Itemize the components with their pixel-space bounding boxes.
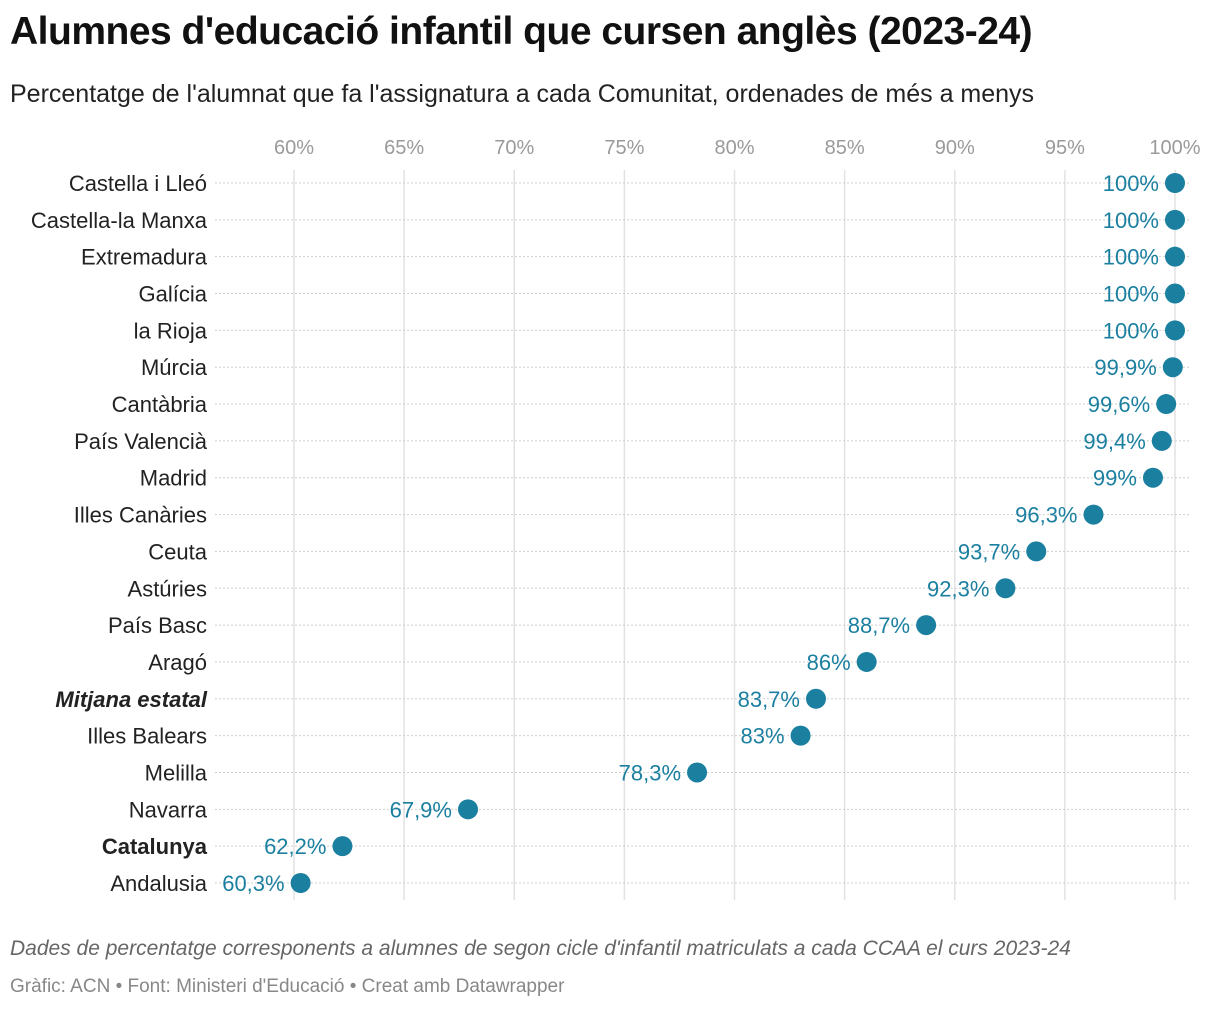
value-label: 62,2% — [264, 834, 326, 859]
value-label: 60,3% — [222, 871, 284, 896]
value-label: 93,7% — [958, 539, 1020, 564]
category-label: País Valencià — [74, 429, 208, 454]
category-label: Múrcia — [141, 355, 208, 380]
category-label: Andalusia — [110, 871, 207, 896]
category-label: Navarra — [129, 797, 208, 822]
data-point — [1162, 357, 1183, 378]
x-tick-label: 75% — [604, 137, 644, 159]
value-label: 88,7% — [848, 613, 910, 638]
value-label: 100% — [1103, 208, 1159, 233]
data-point — [1165, 320, 1185, 341]
category-label: País Basc — [108, 613, 207, 638]
value-label: 86% — [807, 650, 851, 675]
value-label: 96,3% — [1015, 503, 1077, 528]
category-label: Illes Canàries — [74, 503, 207, 528]
value-label: 100% — [1103, 245, 1159, 270]
data-point — [995, 578, 1016, 599]
data-point — [1083, 504, 1104, 525]
category-label: Ceuta — [148, 539, 207, 564]
data-point — [790, 725, 811, 746]
data-point — [856, 651, 877, 672]
data-point — [1165, 246, 1185, 267]
data-point — [1151, 430, 1172, 451]
category-label: Cantàbria — [112, 392, 208, 417]
category-label: Castella-la Manxa — [31, 208, 208, 233]
value-label: 100% — [1103, 318, 1159, 343]
data-point — [805, 688, 826, 709]
data-point — [916, 615, 937, 636]
x-tick-label: 100% — [1149, 137, 1200, 159]
x-tick-label: 65% — [384, 137, 424, 159]
x-tick-label: 95% — [1045, 137, 1085, 159]
x-tick-label: 90% — [935, 137, 975, 159]
category-label: la Rioja — [134, 318, 208, 343]
x-tick-label: 85% — [825, 137, 865, 159]
category-label: Galícia — [139, 282, 208, 307]
data-point — [1142, 467, 1163, 488]
chart-title: Alumnes d'educació infantil que cursen a… — [10, 10, 1033, 53]
category-label: Melilla — [145, 760, 208, 785]
category-label: Extremadura — [81, 245, 208, 270]
value-label: 83% — [741, 724, 785, 749]
value-label: 100% — [1103, 282, 1159, 307]
category-label: Catalunya — [102, 834, 208, 859]
category-label: Aragó — [148, 650, 207, 675]
data-point — [687, 762, 708, 783]
data-point — [1165, 173, 1185, 193]
value-label: 99% — [1093, 466, 1137, 491]
category-label: Illes Balears — [87, 724, 207, 749]
data-point — [457, 799, 478, 820]
byline: Gràfic: ACN • Font: Ministeri d'Educació… — [10, 976, 565, 997]
category-label: Castella i Lleó — [69, 171, 207, 196]
data-point — [1165, 283, 1185, 304]
dot-plot: 60% 65% 70% 75% 80% 85% 90% 95% 100% Castella i L… — [31, 137, 1201, 900]
footnote: Dades de percentatge corresponents a alu… — [10, 937, 1071, 960]
value-label: 92,3% — [927, 576, 989, 601]
x-tick-label: 80% — [714, 137, 754, 159]
category-label: Astúries — [128, 576, 207, 601]
value-label: 99,6% — [1088, 392, 1150, 417]
category-label: Mitjana estatal — [55, 687, 207, 712]
data-point — [1165, 209, 1185, 230]
data-point — [1156, 394, 1177, 415]
category-label: Madrid — [140, 466, 207, 491]
chart-subtitle: Percentatge de l'alumnat que fa l'assign… — [10, 80, 1035, 108]
value-label: 99,4% — [1083, 429, 1145, 454]
x-tick-label: 70% — [494, 137, 534, 159]
value-label: 83,7% — [738, 687, 800, 712]
data-point — [332, 836, 353, 857]
value-label: 78,3% — [619, 760, 681, 785]
data-point — [1026, 541, 1047, 562]
value-label: 67,9% — [390, 797, 452, 822]
value-label: 99,9% — [1094, 355, 1156, 380]
data-point — [290, 873, 311, 893]
value-label: 100% — [1103, 171, 1159, 196]
x-tick-label: 60% — [274, 137, 314, 159]
